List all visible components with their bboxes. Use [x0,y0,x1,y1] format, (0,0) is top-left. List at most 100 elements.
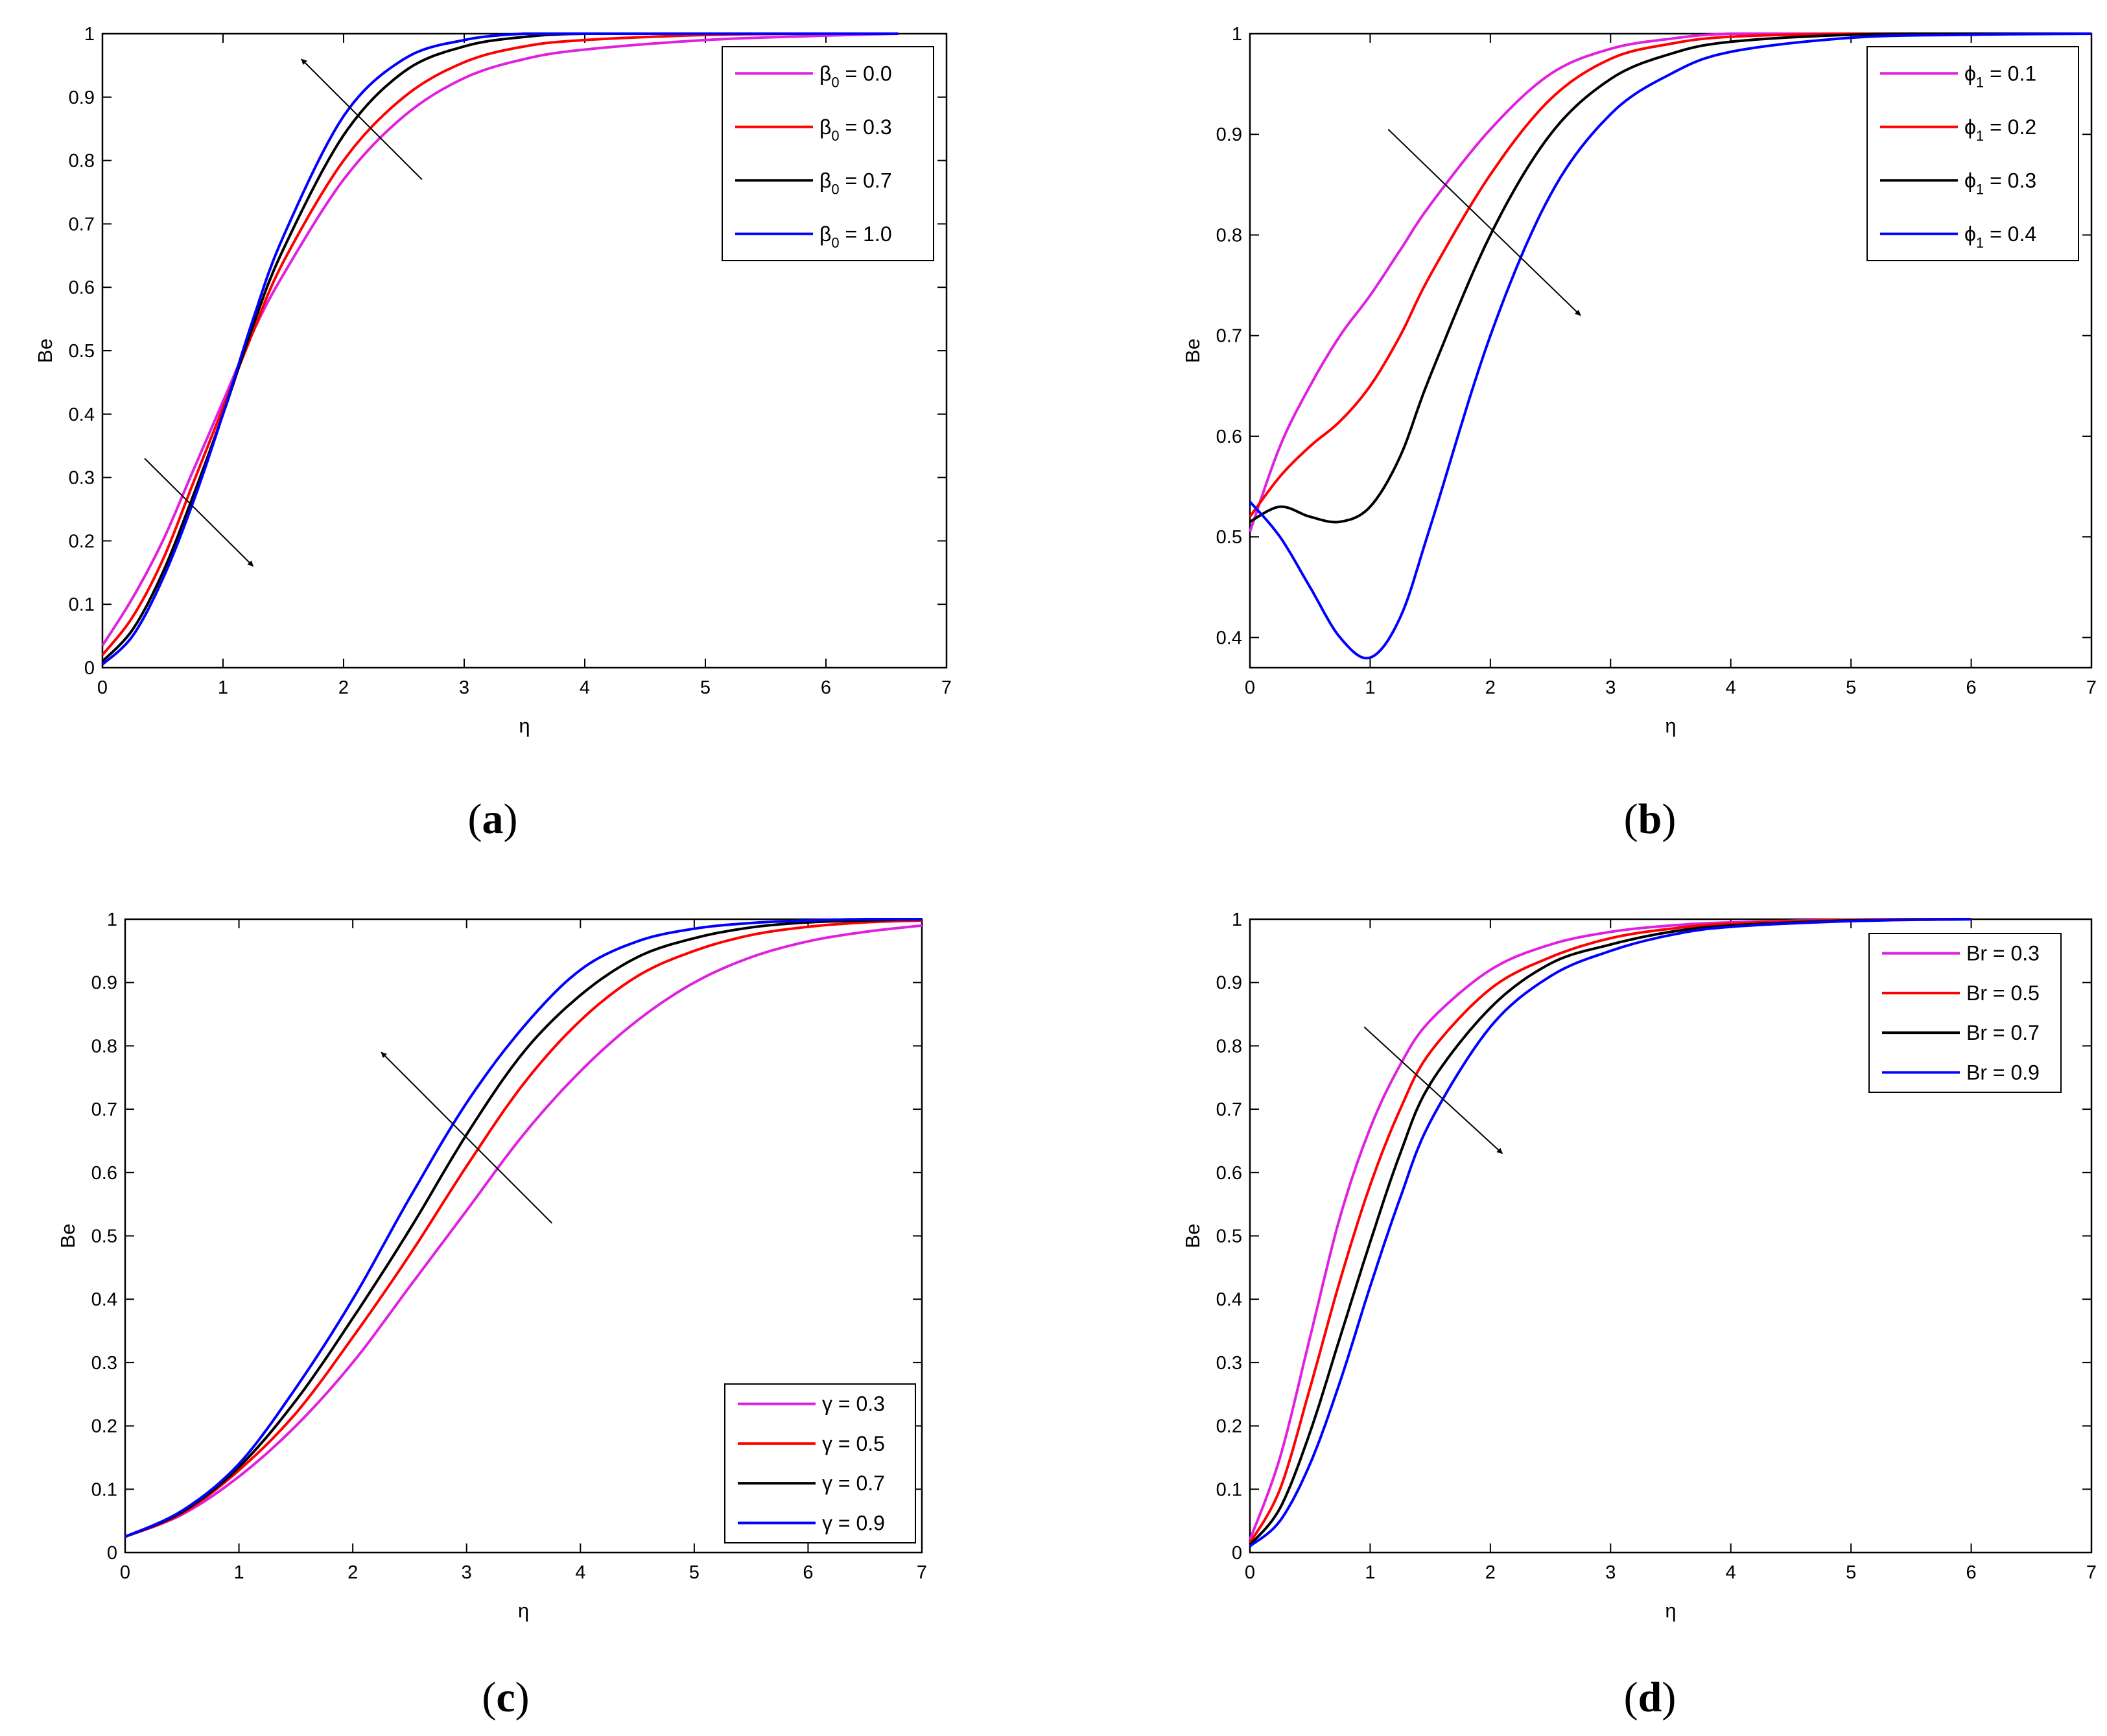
y-tick-label: 0 [107,1543,117,1564]
series-line-1 [101,32,899,646]
x-axis-label: η [518,1599,529,1622]
trend-arrow [144,458,254,567]
x-tick-label: 0 [120,1562,130,1583]
legend: β0 = 0.0 β0 = 0.3 β0 = 0.7 β0 = 1.0 [722,46,934,261]
x-tick-label: 2 [347,1562,358,1583]
x-tick-label: 6 [803,1562,813,1583]
y-tick-label: 0.4 [1216,1289,1242,1310]
subplot-b: (b) 0 1 2 3 4 5 6 7 0.4 0.5 0.6 0.7 0.8 0.9 1 η Be ϕ1 = 0… [1181,24,2097,843]
y-tick-label: 0.6 [91,1163,117,1184]
y-axis-label: Be [1181,1224,1204,1249]
y-tick-label: 0.7 [91,1099,117,1120]
y-tick-label: 0.3 [69,468,95,489]
x-tick-label: 4 [1726,1562,1736,1583]
legend-entry: β0 = 0.0 [819,62,892,90]
x-tick-label: 5 [700,677,711,698]
legend: γ = 0.3 γ = 0.5 γ = 0.7 γ = 0.9 [724,1383,916,1543]
x-tick-label: 7 [917,1562,927,1583]
legend-entry: ϕ1 = 0.4 [1964,222,2036,251]
x-tick-label: 3 [1605,677,1616,698]
y-tick-label: 0.5 [91,1226,117,1247]
y-tick-label: 0.7 [1216,326,1242,347]
y-tick-label: 0.5 [1216,527,1242,548]
x-tick-label: 7 [2086,677,2097,698]
trend-arrow [381,1051,553,1224]
y-axis-label: Be [34,338,56,363]
y-tick-label: 0.8 [1216,1036,1242,1057]
legend: ϕ1 = 0.1 ϕ1 = 0.2 ϕ1 = 0.3 ϕ1 = 0.4 [1866,46,2079,261]
y-tick-label: 0.5 [1216,1226,1242,1247]
subplot-c: (c) 0 1 2 3 4 5 6 7 0 0.1 0.2 0.3 0.4 0.5 0.6 0.7 0.8 0.9… [56,909,927,1721]
caption-c: (c) [482,1674,529,1721]
x-tick-label: 5 [689,1562,700,1583]
y-tick-label: 0.8 [1216,225,1242,246]
x-tick-label: 1 [234,1562,244,1583]
x-tick-label: 0 [1245,677,1255,698]
y-tick-label: 0.6 [1216,1163,1242,1184]
legend-entry: Br = 0.9 [1966,1061,2040,1084]
x-tick-label: 2 [338,677,349,698]
y-tick-label: 0.4 [69,405,95,425]
series-line-4 [101,32,899,666]
y-tick-label: 0.5 [69,341,95,362]
x-tick-label: 0 [97,677,108,698]
y-tick-label: 0.9 [69,88,95,108]
series-line-2 [1249,918,1972,1544]
x-axis-label: η [1665,714,1676,737]
series-line-3 [1249,32,2091,524]
legend-entry: β0 = 0.7 [819,169,892,197]
y-tick-label: 1 [84,24,95,45]
legend-box [1868,933,2062,1093]
x-axis-label: η [519,714,530,737]
x-tick-label: 0 [1245,1562,1255,1583]
legend-entry: β0 = 0.3 [819,115,892,144]
legend-entry: γ = 0.9 [822,1511,885,1534]
y-tick-label: 0.6 [1216,427,1242,447]
legend-entry: ϕ1 = 0.1 [1964,62,2036,90]
caption-a: (a) [468,795,518,843]
series-line-2 [124,919,923,1538]
legend-entry: γ = 0.7 [822,1472,885,1495]
x-tick-label: 7 [2086,1562,2097,1583]
y-tick-label: 0.8 [91,1036,117,1057]
x-tick-label: 3 [1605,1562,1616,1583]
subplot-d: (d) 0 1 2 3 4 5 6 7 0 0.1 0.2 0.3 0.4 0.5 0.6 0.7 0.8 0.9… [1181,909,2097,1721]
legend-entry: ϕ1 = 0.3 [1964,169,2036,197]
series-line-1 [1249,918,1972,1541]
x-tick-label: 2 [1485,677,1496,698]
y-tick-label: 0.3 [91,1353,117,1374]
legend-box [1866,46,2079,261]
y-tick-label: 0.6 [69,277,95,298]
series-line-3 [124,918,923,1538]
x-tick-label: 1 [1365,1562,1375,1583]
y-tick-label: 0.2 [69,531,95,552]
x-tick-label: 4 [580,677,590,698]
x-tick-label: 5 [1846,677,1856,698]
series-line-2 [1249,32,2091,518]
y-tick-label: 0.1 [91,1479,117,1500]
x-tick-label: 1 [218,677,228,698]
y-tick-label: 1 [1232,24,1242,45]
series-line-4 [1249,918,1972,1547]
legend-entry: β0 = 1.0 [819,222,892,251]
y-tick-label: 0.2 [91,1416,117,1437]
trend-arrow [1387,128,1581,316]
legend-box [724,1383,916,1543]
y-axis-label: Be [1181,338,1204,363]
y-tick-label: 0.1 [1216,1479,1242,1500]
x-tick-label: 1 [1365,677,1375,698]
y-tick-label: 0 [1232,1543,1242,1564]
caption-d: (d) [1624,1674,1677,1721]
y-tick-label: 0.9 [91,973,117,994]
series-line-3 [1249,918,1972,1546]
series-line-4 [124,918,922,1538]
trend-arrow [1363,1026,1503,1155]
legend-entry: Br = 0.3 [1966,942,2040,965]
y-axis-label: Be [56,1224,79,1249]
y-tick-label: 1 [107,909,117,930]
x-tick-label: 2 [1485,1562,1496,1583]
legend-entry: ϕ1 = 0.2 [1964,115,2036,144]
y-tick-label: 0.2 [1216,1416,1242,1437]
legend-entry: Br = 0.5 [1966,981,2040,1005]
